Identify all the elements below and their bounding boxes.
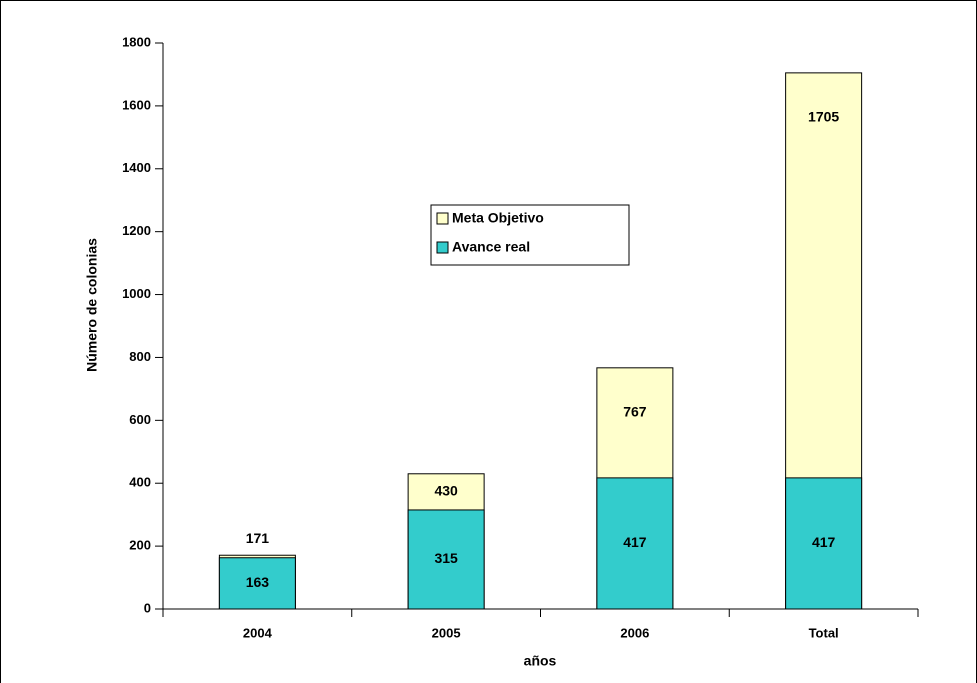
bar — [407, 509, 485, 610]
bar — [218, 557, 296, 610]
legend-swatch — [436, 241, 449, 254]
y-tick-label: 1200 — [122, 223, 151, 238]
legend-label: Meta Objetivo — [452, 210, 544, 226]
y-tick-label: 200 — [129, 538, 151, 553]
value-label: 417 — [812, 534, 836, 550]
value-label: 171 — [246, 530, 270, 546]
y-tick-label: 400 — [129, 475, 151, 490]
value-label: 767 — [623, 404, 647, 420]
x-tick-label: 2005 — [432, 625, 461, 640]
value-label: 430 — [434, 483, 458, 499]
value-label: 1705 — [808, 109, 839, 125]
y-axis-label: Número de colonias — [84, 238, 100, 372]
x-tick-label: 2004 — [243, 625, 273, 640]
y-tick-label: 1000 — [122, 286, 151, 301]
legend — [430, 204, 630, 266]
x-tick-label: 2006 — [620, 625, 649, 640]
y-tick-label: 1800 — [122, 34, 151, 49]
y-tick-label: 1400 — [122, 160, 151, 175]
value-label: 417 — [623, 534, 647, 550]
y-tick-label: 600 — [129, 412, 151, 427]
bar — [785, 477, 863, 610]
y-tick-label: 0 — [144, 600, 151, 615]
x-axis-label: años — [524, 653, 557, 669]
x-tick-label: Total — [809, 625, 839, 640]
value-label: 315 — [434, 550, 458, 566]
y-tick-label: 800 — [129, 349, 151, 364]
legend-label: Avance real — [452, 239, 530, 255]
value-label: 163 — [246, 574, 270, 590]
y-tick-label: 1600 — [122, 97, 151, 112]
legend-swatch — [436, 212, 449, 225]
